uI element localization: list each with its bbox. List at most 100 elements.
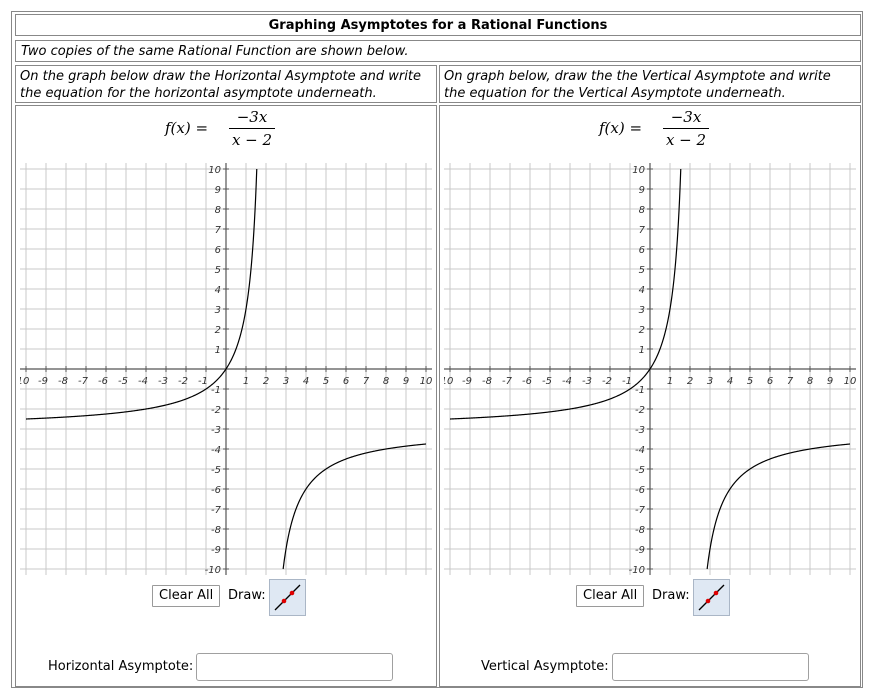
function-denominator: x − 2 <box>231 131 273 149</box>
x-tick-label: -5 <box>542 376 552 387</box>
x-tick-label: 9 <box>403 376 409 387</box>
y-tick-label: 8 <box>639 205 645 216</box>
function-numerator: −3x <box>236 108 268 126</box>
x-tick-label: 8 <box>807 376 813 387</box>
x-tick-label: -1 <box>198 376 208 387</box>
page-subtitle: Two copies of the same Rational Function… <box>15 40 861 62</box>
x-tick-label: 10 <box>20 376 29 387</box>
graph-vertical[interactable]: 10 -9 -8 -7 -6 -5 -4 -3 -2 -1 1 2 3 4 5 6 7 8 9 10 10 9 8 7 6 5 4 3… <box>444 163 856 575</box>
function-formula: f(x) = −3x x − 2 <box>599 107 709 151</box>
draw-label: Draw: <box>228 588 266 603</box>
x-tick-label: 7 <box>363 376 370 387</box>
x-tick-label: -3 <box>158 376 168 387</box>
x-tick-label: 2 <box>263 376 269 387</box>
x-tick-label: 6 <box>343 376 349 387</box>
y-tick-label: -9 <box>635 545 645 556</box>
y-tick-label: 7 <box>639 225 646 236</box>
y-tick-label: 2 <box>215 325 221 336</box>
y-tick-label: 7 <box>215 225 222 236</box>
y-tick-label: 5 <box>215 265 221 276</box>
y-tick-label: -1 <box>211 385 221 396</box>
answer-label: Horizontal Asymptote: <box>48 659 194 674</box>
x-tick-label: 6 <box>767 376 773 387</box>
y-tick-label: -5 <box>211 465 221 476</box>
fraction-bar <box>229 128 275 129</box>
instruction-horizontal: On the graph below draw the Horizontal A… <box>15 65 437 103</box>
function-curve <box>25 168 258 420</box>
x-tick-label: -1 <box>622 376 632 387</box>
function-lhs: f(x) = <box>165 119 209 137</box>
y-tick-label: 1 <box>639 345 645 356</box>
y-tick-label: 8 <box>215 205 221 216</box>
y-tick-label: -7 <box>635 505 646 516</box>
function-lhs: f(x) = <box>599 119 643 137</box>
x-tick-label: -5 <box>118 376 128 387</box>
fraction-bar <box>663 128 709 129</box>
y-tick-label: -2 <box>211 405 221 416</box>
x-tick-label: 5 <box>323 376 329 387</box>
y-tick-label: -8 <box>211 525 221 536</box>
answer-label: Vertical Asymptote: <box>481 659 609 674</box>
x-tick-label: 7 <box>787 376 794 387</box>
x-tick-label: -7 <box>502 376 513 387</box>
y-tick-label: -2 <box>635 405 645 416</box>
line-segment-tool-icon[interactable] <box>269 579 306 616</box>
x-tick-label: -4 <box>138 376 148 387</box>
x-tick-label: 9 <box>827 376 833 387</box>
line-segment-tool-icon[interactable] <box>693 579 730 616</box>
y-tick-label: 5 <box>639 265 645 276</box>
function-fraction: −3x x − 2 <box>663 107 709 150</box>
function-curve <box>282 443 427 570</box>
x-tick-label: 10 <box>844 376 856 387</box>
function-fraction: −3x x − 2 <box>229 107 275 150</box>
x-tick-label: 4 <box>303 376 309 387</box>
y-tick-label: -4 <box>211 445 221 456</box>
clear-all-button[interactable]: Clear All <box>152 585 221 607</box>
x-tick-label: 1 <box>243 376 249 387</box>
x-tick-label: -8 <box>58 376 68 387</box>
y-tick-label: -7 <box>211 505 222 516</box>
y-tick-label: -9 <box>211 545 221 556</box>
x-tick-label: -3 <box>582 376 592 387</box>
x-tick-label: -6 <box>522 376 532 387</box>
y-tick-label: -10 <box>205 565 221 575</box>
x-tick-label: 10 <box>420 376 432 387</box>
draw-label: Draw: <box>652 588 690 603</box>
y-tick-label: 4 <box>639 285 645 296</box>
x-tick-label: 5 <box>747 376 753 387</box>
function-formula: f(x) = −3x x − 2 <box>165 107 275 151</box>
x-tick-label: 4 <box>727 376 733 387</box>
y-tick-label: -3 <box>635 425 645 436</box>
y-tick-label: 3 <box>639 305 645 316</box>
x-tick-label: -2 <box>602 376 612 387</box>
function-denominator: x − 2 <box>665 131 707 149</box>
y-tick-label: 2 <box>639 325 645 336</box>
clear-all-button[interactable]: Clear All <box>576 585 645 607</box>
x-tick-label: 3 <box>283 376 289 387</box>
x-tick-label: -6 <box>98 376 108 387</box>
main-frame <box>11 11 863 688</box>
horizontal-asymptote-input[interactable] <box>196 653 393 681</box>
function-curve <box>449 168 682 420</box>
x-tick-label: -8 <box>482 376 492 387</box>
function-numerator: −3x <box>670 108 702 126</box>
page-title: Graphing Asymptotes for a Rational Funct… <box>15 14 861 36</box>
y-tick-label: 1 <box>215 345 221 356</box>
x-tick-label: -9 <box>38 376 48 387</box>
y-tick-label: 10 <box>632 165 645 176</box>
instruction-vertical: On graph below, draw the the Vertical As… <box>439 65 861 103</box>
y-tick-label: 9 <box>639 185 645 196</box>
x-tick-label: 3 <box>707 376 713 387</box>
y-tick-label: 6 <box>639 245 645 256</box>
y-tick-label: 10 <box>208 165 221 176</box>
x-tick-label: 2 <box>687 376 693 387</box>
x-tick-label: 10 <box>444 376 453 387</box>
x-tick-label: 8 <box>383 376 389 387</box>
y-tick-label: -10 <box>629 565 645 575</box>
graph-horizontal[interactable]: 10 -9 -8 -7 -6 -5 -4 -3 -2 -1 1 2 3 4 5 6 7 8 9 10 10 9 8 7 6 5 4 3… <box>20 163 432 575</box>
y-tick-label: 4 <box>215 285 221 296</box>
vertical-asymptote-input[interactable] <box>612 653 809 681</box>
y-tick-label: -6 <box>635 485 645 496</box>
y-tick-label: -8 <box>635 525 645 536</box>
x-tick-label: -7 <box>78 376 89 387</box>
